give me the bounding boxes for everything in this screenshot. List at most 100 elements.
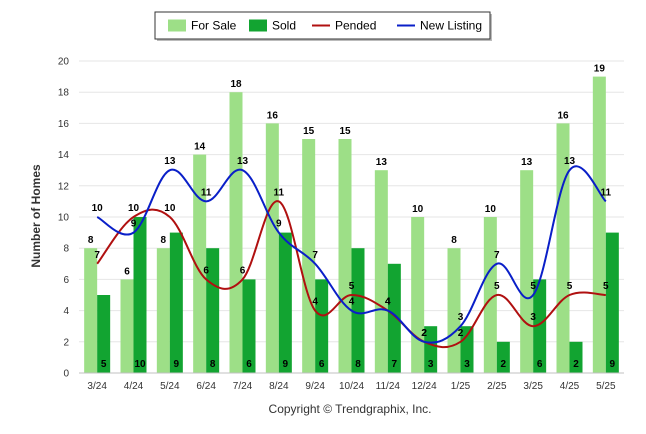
lines xyxy=(96,165,607,349)
x-tick-label: 9/24 xyxy=(305,381,325,392)
x-axis: 3/24 4/24 5/24 6/24 7/24 8/24 9/24 10/24 11/24 12… xyxy=(79,372,624,392)
for-sale-bar xyxy=(229,92,243,373)
for-sale-bar xyxy=(302,139,316,373)
new-listing-value-label: 11 xyxy=(201,187,212,198)
y-tick-label: 4 xyxy=(63,306,69,317)
new-listing-value-label: 13 xyxy=(564,156,576,167)
for-sale-bar xyxy=(556,123,570,374)
y-tick-label: 0 xyxy=(63,369,69,380)
sold-bar xyxy=(169,232,183,373)
sold-legend-swatch xyxy=(249,19,267,32)
pended-value-label: 5 xyxy=(349,281,355,292)
new-listing-line xyxy=(96,165,607,344)
new-listing-value-label: 13 xyxy=(164,156,176,167)
new-listing-value-label: 13 xyxy=(237,156,249,167)
sold-bar xyxy=(424,326,438,373)
sold-value-label: 2 xyxy=(501,359,507,370)
pended-value-label: 4 xyxy=(385,297,391,308)
for-sale-value-label: 13 xyxy=(376,157,388,168)
sold-value-label: 9 xyxy=(610,359,616,370)
pended-value-label: 10 xyxy=(128,203,140,214)
pended-value-label: 6 xyxy=(240,265,246,276)
x-tick-label: 8/24 xyxy=(269,381,289,392)
for-sale-bar xyxy=(265,123,279,374)
for-sale-value-label: 15 xyxy=(303,126,315,137)
sold-value-label: 2 xyxy=(573,359,579,370)
pended-value-label: 5 xyxy=(567,281,573,292)
sold-bar xyxy=(496,341,510,373)
new-listing-value-label: 10 xyxy=(92,203,104,214)
new-listing-value-label: 3 xyxy=(458,312,464,323)
for-sale-legend-label: For Sale xyxy=(191,19,237,33)
sold-bar xyxy=(133,217,147,373)
pended-value-label: 2 xyxy=(458,328,464,339)
pended-legend-label: Pended xyxy=(335,19,376,33)
pended-value-label: 10 xyxy=(164,203,176,214)
for-sale-bar xyxy=(592,76,606,373)
sold-value-label: 6 xyxy=(246,359,252,370)
sold-bar xyxy=(278,232,292,373)
for-sale-value-label: 8 xyxy=(451,235,457,246)
pended-value-label: 5 xyxy=(494,281,500,292)
pended-value-label: 7 xyxy=(94,250,100,261)
new-listing-value-label: 4 xyxy=(385,297,391,308)
y-tick-label: 12 xyxy=(58,181,70,192)
y-tick-label: 10 xyxy=(58,213,70,224)
sold-bar xyxy=(242,279,256,373)
sold-value-label: 9 xyxy=(283,359,289,370)
y-tick-label: 16 xyxy=(58,119,70,130)
pended-value-label: 4 xyxy=(312,297,318,308)
x-tick-label: 7/24 xyxy=(233,381,253,392)
pended-line xyxy=(96,200,606,349)
sold-value-label: 9 xyxy=(174,359,180,370)
for-sale-bar xyxy=(84,248,98,373)
for-sale-value-label: 19 xyxy=(594,64,606,75)
sold-legend-label: Sold xyxy=(272,19,296,33)
x-tick-label: 12/24 xyxy=(412,381,437,392)
for-sale-value-label: 13 xyxy=(521,157,533,168)
x-tick-label: 3/25 xyxy=(523,381,543,392)
for-sale-value-label: 14 xyxy=(194,142,206,153)
x-tick-label: 5/24 xyxy=(160,381,180,392)
sold-value-label: 8 xyxy=(355,359,361,370)
new-listing-value-label: 5 xyxy=(530,281,536,292)
for-sale-bar xyxy=(447,248,461,373)
new-listing-legend-label: New Listing xyxy=(420,19,482,33)
y-tick-label: 6 xyxy=(63,275,69,286)
sold-value-label: 3 xyxy=(464,359,470,370)
for-sale-value-label: 8 xyxy=(161,235,167,246)
sold-value-label: 3 xyxy=(428,359,434,370)
sold-value-label: 8 xyxy=(210,359,216,370)
for-sale-bar xyxy=(120,279,134,373)
x-tick-label: 4/24 xyxy=(124,381,144,392)
for-sale-value-label: 10 xyxy=(485,204,497,215)
sold-bar xyxy=(97,295,111,373)
sold-value-label: 10 xyxy=(134,359,146,370)
x-tick-label: 11/24 xyxy=(376,381,401,392)
for-sale-value-label: 16 xyxy=(557,110,569,121)
pended-value-label: 3 xyxy=(530,312,536,323)
new-listing-value-label: 4 xyxy=(349,297,355,308)
sold-value-label: 6 xyxy=(537,359,543,370)
sold-bar xyxy=(206,248,220,373)
pended-value-label: 6 xyxy=(203,265,209,276)
sold-bar xyxy=(533,279,547,373)
for-sale-legend-swatch xyxy=(168,19,186,32)
pended-value-label: 11 xyxy=(274,187,285,198)
sold-bar xyxy=(315,279,329,373)
new-listing-value-label: 9 xyxy=(276,219,282,230)
for-sale-bar xyxy=(483,217,497,373)
y-axis-title: Number of Homes xyxy=(29,164,43,268)
for-sale-bar xyxy=(374,170,388,373)
sold-value-label: 5 xyxy=(101,359,107,370)
pended-value-label: 5 xyxy=(603,281,609,292)
sold-value-label: 6 xyxy=(319,359,325,370)
x-tick-label: 1/25 xyxy=(451,381,471,392)
new-listing-value-label: 7 xyxy=(312,250,318,261)
for-sale-bar xyxy=(411,217,425,373)
legend: For Sale Sold Pended New Listing xyxy=(154,11,492,41)
y-tick-label: 18 xyxy=(58,88,70,99)
for-sale-value-label: 16 xyxy=(267,110,279,121)
